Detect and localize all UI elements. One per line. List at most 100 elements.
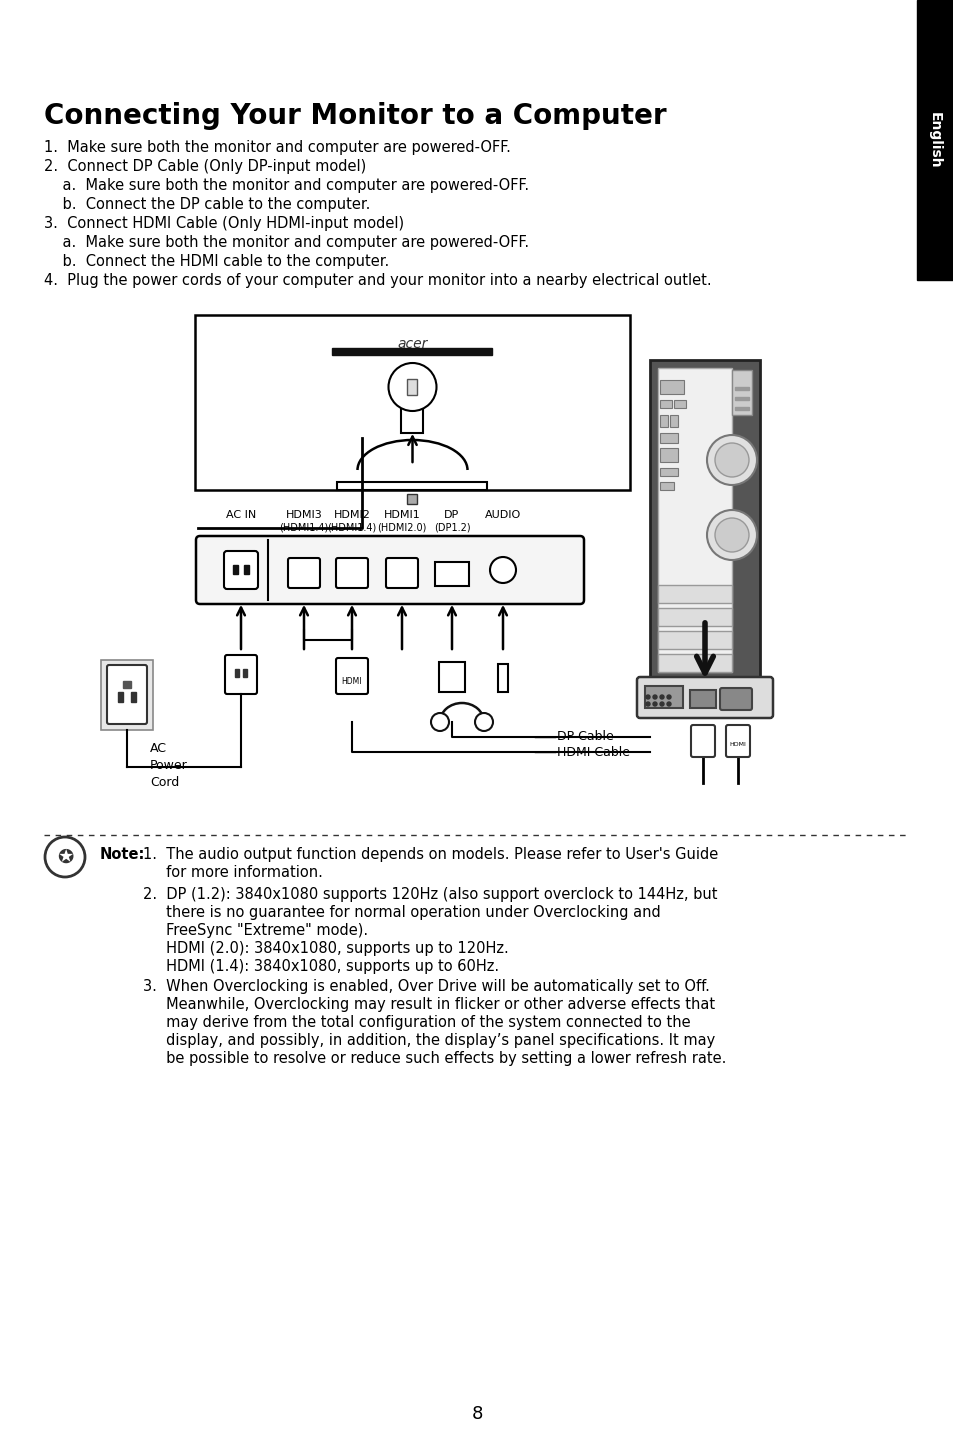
Circle shape [652, 695, 657, 699]
Text: FreeSync "Extreme" mode).: FreeSync "Extreme" mode). [143, 922, 368, 938]
Bar [658, 368, 731, 672]
Bar [658, 631, 731, 649]
Circle shape [659, 695, 663, 699]
Bar [438, 662, 464, 692]
Bar [234, 669, 239, 676]
Text: may derive from the total configuration of the system connected to the: may derive from the total configuration … [143, 1015, 690, 1030]
Circle shape [388, 363, 436, 410]
Text: DP Cable: DP Cable [557, 731, 613, 744]
Bar [337, 482, 487, 490]
Text: there is no guarantee for normal operation under Overclocking and: there is no guarantee for normal operati… [143, 905, 660, 919]
Text: 2.  Connect DP Cable (Only DP-input model): 2. Connect DP Cable (Only DP-input model… [44, 159, 366, 174]
FancyBboxPatch shape [225, 655, 256, 694]
Bar [734, 398, 748, 400]
FancyBboxPatch shape [288, 558, 319, 588]
Circle shape [431, 714, 449, 731]
Text: AUDIO: AUDIO [484, 511, 520, 521]
Bar [658, 608, 731, 626]
Text: AC IN: AC IN [226, 511, 255, 521]
Bar [435, 562, 469, 586]
Text: HDMI3: HDMI3 [285, 511, 322, 521]
Text: (HDMI2.0): (HDMI2.0) [377, 522, 426, 532]
Circle shape [706, 435, 757, 485]
Text: b.  Connect the HDMI cable to the computer.: b. Connect the HDMI cable to the compute… [44, 255, 389, 269]
Bar [244, 565, 249, 573]
Text: HDMI (1.4): 3840x1080, supports up to 60Hz.: HDMI (1.4): 3840x1080, supports up to 60… [143, 960, 498, 974]
Bar [101, 661, 152, 729]
Bar [659, 415, 667, 428]
Bar [194, 315, 629, 490]
Text: English: English [927, 112, 941, 169]
FancyBboxPatch shape [195, 536, 583, 603]
Text: (HDMI1.4): (HDMI1.4) [279, 522, 328, 532]
Bar [118, 692, 123, 702]
Circle shape [666, 695, 670, 699]
Text: 2.  DP (1.2): 3840x1080 supports 120Hz (also support overclock to 144Hz, but: 2. DP (1.2): 3840x1080 supports 120Hz (a… [143, 887, 717, 902]
Bar [658, 585, 731, 603]
Text: 4.  Plug the power cords of your computer and your monitor into a nearby electri: 4. Plug the power cords of your computer… [44, 273, 711, 287]
FancyBboxPatch shape [335, 658, 368, 694]
Text: a.  Make sure both the monitor and computer are powered-OFF.: a. Make sure both the monitor and comput… [44, 177, 529, 193]
Bar [659, 433, 678, 443]
Text: 3.  When Overclocking is enabled, Over Drive will be automatically set to Off.: 3. When Overclocking is enabled, Over Dr… [143, 980, 709, 994]
Text: 1.  Make sure both the monitor and computer are powered-OFF.: 1. Make sure both the monitor and comput… [44, 140, 511, 154]
Bar [333, 347, 492, 355]
Circle shape [714, 443, 748, 478]
FancyBboxPatch shape [725, 725, 749, 756]
Text: Meanwhile, Overclocking may result in flicker or other adverse effects that: Meanwhile, Overclocking may result in fl… [143, 997, 715, 1012]
Text: (HDMI1.4): (HDMI1.4) [327, 522, 376, 532]
Circle shape [45, 837, 85, 877]
Text: be possible to resolve or reduce such effects by setting a lower refresh rate.: be possible to resolve or reduce such ef… [143, 1051, 725, 1065]
Circle shape [475, 714, 493, 731]
Circle shape [659, 702, 663, 706]
FancyBboxPatch shape [386, 558, 417, 588]
Text: HDMI1: HDMI1 [383, 511, 420, 521]
Text: acer: acer [396, 337, 427, 350]
Circle shape [652, 702, 657, 706]
Text: 3.  Connect HDMI Cable (Only HDMI-input model): 3. Connect HDMI Cable (Only HDMI-input m… [44, 216, 404, 232]
Bar [659, 400, 671, 408]
FancyBboxPatch shape [690, 725, 714, 756]
Text: b.  Connect the DP cable to the computer.: b. Connect the DP cable to the computer. [44, 197, 370, 212]
Bar [673, 400, 685, 408]
Circle shape [490, 558, 516, 583]
Circle shape [645, 702, 649, 706]
Bar [659, 380, 683, 395]
Text: HDMI: HDMI [729, 742, 745, 746]
Bar [658, 654, 731, 672]
Text: for more information.: for more information. [143, 865, 322, 879]
Circle shape [666, 702, 670, 706]
FancyBboxPatch shape [224, 551, 257, 589]
Text: HDMI: HDMI [341, 676, 362, 686]
Text: (DP1.2): (DP1.2) [434, 522, 470, 532]
Bar [659, 482, 673, 490]
Bar [131, 692, 136, 702]
Text: a.  Make sure both the monitor and computer are powered-OFF.: a. Make sure both the monitor and comput… [44, 235, 529, 250]
Bar [233, 565, 237, 573]
Text: HDMI (2.0): 3840x1080, supports up to 120Hz.: HDMI (2.0): 3840x1080, supports up to 12… [143, 941, 508, 957]
Bar [669, 415, 678, 428]
Text: 1.  The audio output function depends on models. Please refer to User's Guide: 1. The audio output function depends on … [143, 847, 718, 862]
Text: HDMI2: HDMI2 [334, 511, 370, 521]
Bar [649, 360, 760, 681]
Bar [644, 686, 682, 708]
Bar [659, 468, 678, 476]
Text: HDMI Cable: HDMI Cable [557, 745, 629, 758]
Bar [734, 388, 748, 390]
Bar [659, 448, 678, 462]
Text: DP: DP [444, 511, 459, 521]
Bar [731, 370, 751, 415]
Circle shape [706, 511, 757, 561]
FancyBboxPatch shape [720, 688, 751, 711]
Bar [689, 691, 716, 708]
Bar [401, 368, 423, 433]
Text: Note:: Note: [100, 847, 145, 862]
Bar [734, 408, 748, 410]
Text: Connecting Your Monitor to a Computer: Connecting Your Monitor to a Computer [44, 102, 666, 130]
Circle shape [714, 518, 748, 552]
Text: ✪: ✪ [57, 848, 73, 867]
Bar [916, 0, 953, 280]
Bar [497, 664, 507, 692]
Circle shape [645, 695, 649, 699]
FancyBboxPatch shape [335, 558, 368, 588]
